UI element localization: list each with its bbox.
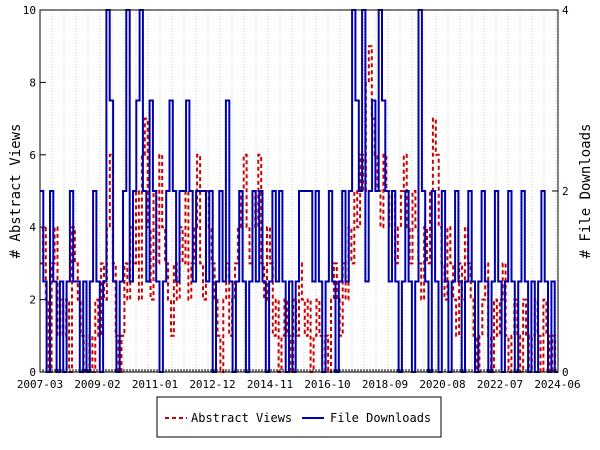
x-tick-label: 2012-12 — [189, 378, 235, 391]
y-left-tick-label: 8 — [29, 76, 36, 89]
y-left-tick-label: 4 — [29, 221, 36, 234]
plot-frame — [39, 9, 559, 373]
y-left-tick-label: 2 — [29, 294, 36, 307]
series-line-abstract-views — [40, 45, 558, 373]
y-left-tick-label: 0 — [29, 366, 36, 379]
legend-box — [156, 396, 442, 438]
legend-label-abstract-views: Abstract Views — [191, 411, 292, 425]
x-tick-label: 2007-03 — [17, 378, 63, 391]
x-tick-label: 2022-07 — [477, 378, 523, 391]
left-axis-title: # Abstract Views — [8, 124, 24, 259]
y-left-tick-label: 6 — [29, 149, 36, 162]
x-tick-label: 2016-10 — [304, 378, 350, 391]
y-right-tick-label: 4 — [562, 4, 569, 17]
series-layer — [40, 9, 558, 373]
legend-label-file-downloads: File Downloads — [330, 411, 431, 425]
legend: Abstract Views File Downloads — [156, 396, 442, 438]
right-axis-title: # File Downloads — [578, 124, 594, 259]
x-tick-label: 2020-08 — [419, 378, 465, 391]
y-right-tick-label: 2 — [562, 185, 569, 198]
y-left-tick-label: 10 — [23, 4, 36, 17]
x-tick-label: 2018-09 — [362, 378, 408, 391]
y-right-tick-label: 0 — [562, 366, 569, 379]
x-tick-label: 2011-01 — [132, 378, 178, 391]
series-line-file-downloads — [40, 9, 558, 373]
x-tick-label: 2024-06 — [534, 378, 580, 391]
x-tick-label: 2014-11 — [247, 378, 293, 391]
x-tick-label: 2009-02 — [74, 378, 120, 391]
